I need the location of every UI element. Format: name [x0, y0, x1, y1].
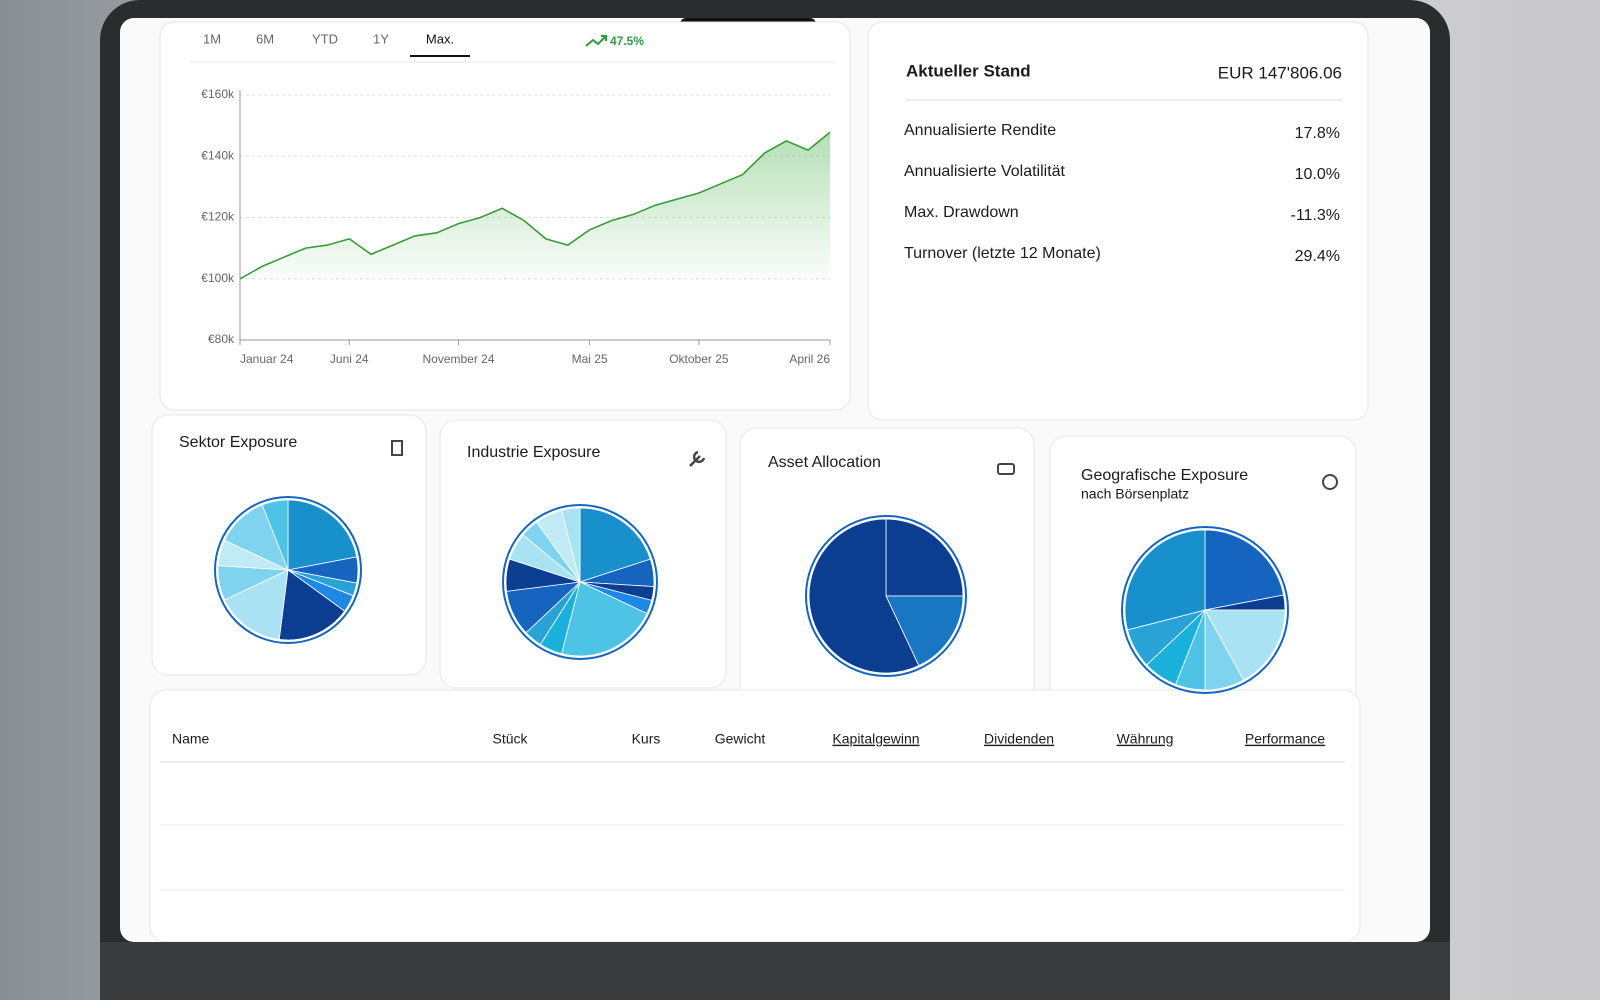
tab[interactable]: 1M: [203, 31, 221, 46]
table-card: [149, 689, 1361, 943]
trend-icon: [585, 35, 607, 47]
money-icon: [997, 463, 1015, 475]
stat-value: -11.3%: [1290, 207, 1340, 224]
building-icon: [391, 440, 403, 456]
x-tick-label: Juni 24: [330, 352, 369, 366]
stat-value: 17.8%: [1295, 125, 1340, 142]
pie-subtitle: nach Börsenplatz: [1081, 486, 1189, 502]
pie-title: Asset Allocation: [768, 454, 881, 471]
y-tick-label: €120k: [201, 210, 235, 224]
table-header: Kurs: [632, 731, 661, 747]
table-header: Stück: [492, 731, 528, 747]
stat-label: Max. Drawdown: [904, 204, 1019, 221]
pie-slice: [885, 595, 964, 667]
stat-label: Annualisierte Rendite: [904, 122, 1056, 139]
pie-slice: [278, 569, 346, 641]
pie-ring: [805, 515, 967, 677]
pie-title: Geografische Exposure: [1081, 467, 1248, 484]
table-header: Name: [172, 731, 210, 747]
pie-ring: [502, 504, 658, 660]
stat-label: Turnover (letzte 12 Monate): [904, 245, 1101, 262]
line: [239, 131, 831, 280]
pie-slice: [1204, 609, 1286, 681]
table-header: Gewicht: [715, 731, 766, 747]
pie-title: Sektor Exposure: [179, 434, 297, 451]
laptop-base: [100, 942, 1450, 1000]
stats-card: [867, 21, 1369, 421]
tab[interactable]: Max.: [426, 31, 454, 46]
pie-slice: [1124, 529, 1206, 631]
x-tick-label: November 24: [422, 352, 494, 366]
x-tick-label: Oktober 25: [669, 352, 729, 366]
pie-slice: [261, 499, 289, 571]
pie-slice: [885, 518, 964, 597]
stat-value: 29.4%: [1295, 248, 1340, 265]
pie-slice: [808, 518, 920, 674]
tab[interactable]: 6M: [256, 31, 274, 46]
y-tick-label: €140k: [201, 148, 235, 162]
y-tick-label: €100k: [201, 271, 235, 285]
pie-slice: [224, 569, 289, 640]
pie-slice: [1204, 529, 1285, 611]
wrench-icon: [689, 450, 706, 467]
y-tick-label: €80k: [208, 332, 235, 346]
stat-label: Annualisierte Volatilität: [904, 163, 1066, 180]
globe-icon: [1322, 474, 1338, 490]
performance-badge: 47.5%: [610, 34, 644, 48]
table-header[interactable]: Währung: [1117, 731, 1174, 747]
x-tick-label: April 26: [789, 352, 830, 366]
tab[interactable]: YTD: [312, 31, 338, 46]
pie-ring: [1121, 526, 1289, 694]
stats-title: Aktueller Stand: [906, 61, 1031, 80]
table-header[interactable]: Dividenden: [984, 731, 1054, 747]
stats-value: EUR 147'806.06: [1218, 63, 1342, 82]
line-area: [240, 132, 830, 279]
table-header[interactable]: Kapitalgewinn: [832, 731, 919, 747]
pie-slice: [287, 499, 358, 571]
tab[interactable]: 1Y: [373, 31, 389, 46]
y-tick-label: €160k: [201, 87, 235, 101]
pie-slice: [561, 581, 648, 657]
pie-slice: [579, 507, 651, 583]
stat-value: 10.0%: [1295, 166, 1340, 183]
table-header[interactable]: Performance: [1245, 731, 1325, 747]
pie-title: Industrie Exposure: [467, 444, 601, 461]
pie-ring: [214, 496, 362, 644]
x-tick-label: Mai 25: [572, 352, 608, 366]
x-tick-label: Januar 24: [240, 352, 294, 366]
pie-slice: [561, 507, 581, 583]
